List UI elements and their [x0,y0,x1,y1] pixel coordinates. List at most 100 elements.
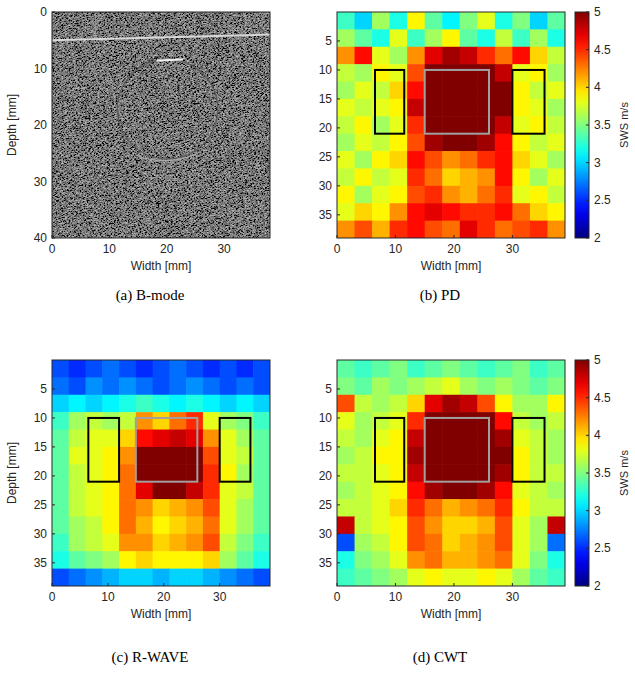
colorbar-tick [586,473,589,474]
cell [236,516,253,534]
cell [153,482,170,500]
cell [203,551,220,569]
cell [390,569,408,586]
cell [442,12,460,30]
cell [460,47,478,65]
cell [512,551,530,569]
cell [119,516,136,534]
y-tick-label: 35 [319,556,333,570]
cell [186,430,203,448]
colorbar-tick-label: 5 [594,353,601,367]
y-tick [52,238,55,239]
cell [512,186,530,204]
cell [495,99,513,117]
cell [407,12,425,30]
y-tick-label: 15 [319,440,333,454]
cell [355,29,373,47]
cell [136,482,153,500]
cell [512,82,530,100]
cell [407,395,425,413]
cell [203,464,220,482]
cell [547,395,565,413]
x-tick [512,235,513,238]
cell [442,82,460,100]
cell [69,430,86,448]
colorbar-tick-label: 2.5 [594,541,611,555]
x-tick-label: 20 [447,242,461,256]
cell [495,482,513,500]
x-tick-label: 30 [213,590,227,604]
cell [407,99,425,117]
cell [337,82,355,100]
y-tick-label: 10 [34,411,48,425]
cell [512,151,530,169]
cell [136,412,153,430]
cell [169,377,186,395]
cell [512,203,530,221]
cell [86,516,103,534]
cell [102,464,119,482]
cell [102,569,119,586]
cell [86,534,103,552]
cell [512,447,530,465]
x-tick [52,583,53,586]
colorbar-title: SWS m/s [618,450,630,496]
x-axis-title: Width [mm] [131,259,192,273]
cell [52,395,69,413]
cell [69,569,86,586]
cell [220,516,237,534]
x-tick [224,235,225,238]
cell [530,203,548,221]
cell [86,499,103,517]
cell [460,116,478,134]
cell [390,151,408,169]
cell [460,64,478,82]
y-tick-label: 5 [40,382,47,396]
cell [355,569,373,586]
cell [495,447,513,465]
cell [512,395,530,413]
cell [69,534,86,552]
cell [102,499,119,517]
cell [169,482,186,500]
cell [495,412,513,430]
cell [337,377,355,395]
y-tick [337,185,340,186]
cell [495,47,513,65]
cell [407,482,425,500]
cell [477,99,495,117]
y-tick [52,68,55,69]
cell [203,377,220,395]
bmode-speckle [52,12,270,238]
cell [495,534,513,552]
x-tick-label: 10 [389,242,403,256]
cell [460,534,478,552]
cell [337,99,355,117]
cell [355,116,373,134]
cell [512,482,530,500]
cell [153,569,170,586]
colorbar-tick-label: 2.5 [594,193,611,207]
cell [355,64,373,82]
cell [477,82,495,100]
cell [136,377,153,395]
y-tick [52,12,55,13]
cell [52,447,69,465]
cell [52,412,69,430]
y-tick-label: 5 [325,382,332,396]
cell [495,151,513,169]
cell [390,377,408,395]
cell [253,395,270,413]
cell [390,29,408,47]
y-tick-label: 40 [34,231,48,245]
caption: (a) B-mode [116,287,185,304]
cell [372,168,390,186]
cell [220,377,237,395]
plot-area [337,360,565,586]
cell [442,203,460,221]
cell [407,221,425,238]
cell [236,534,253,552]
cell [253,551,270,569]
cell [407,377,425,395]
frame [52,12,270,238]
